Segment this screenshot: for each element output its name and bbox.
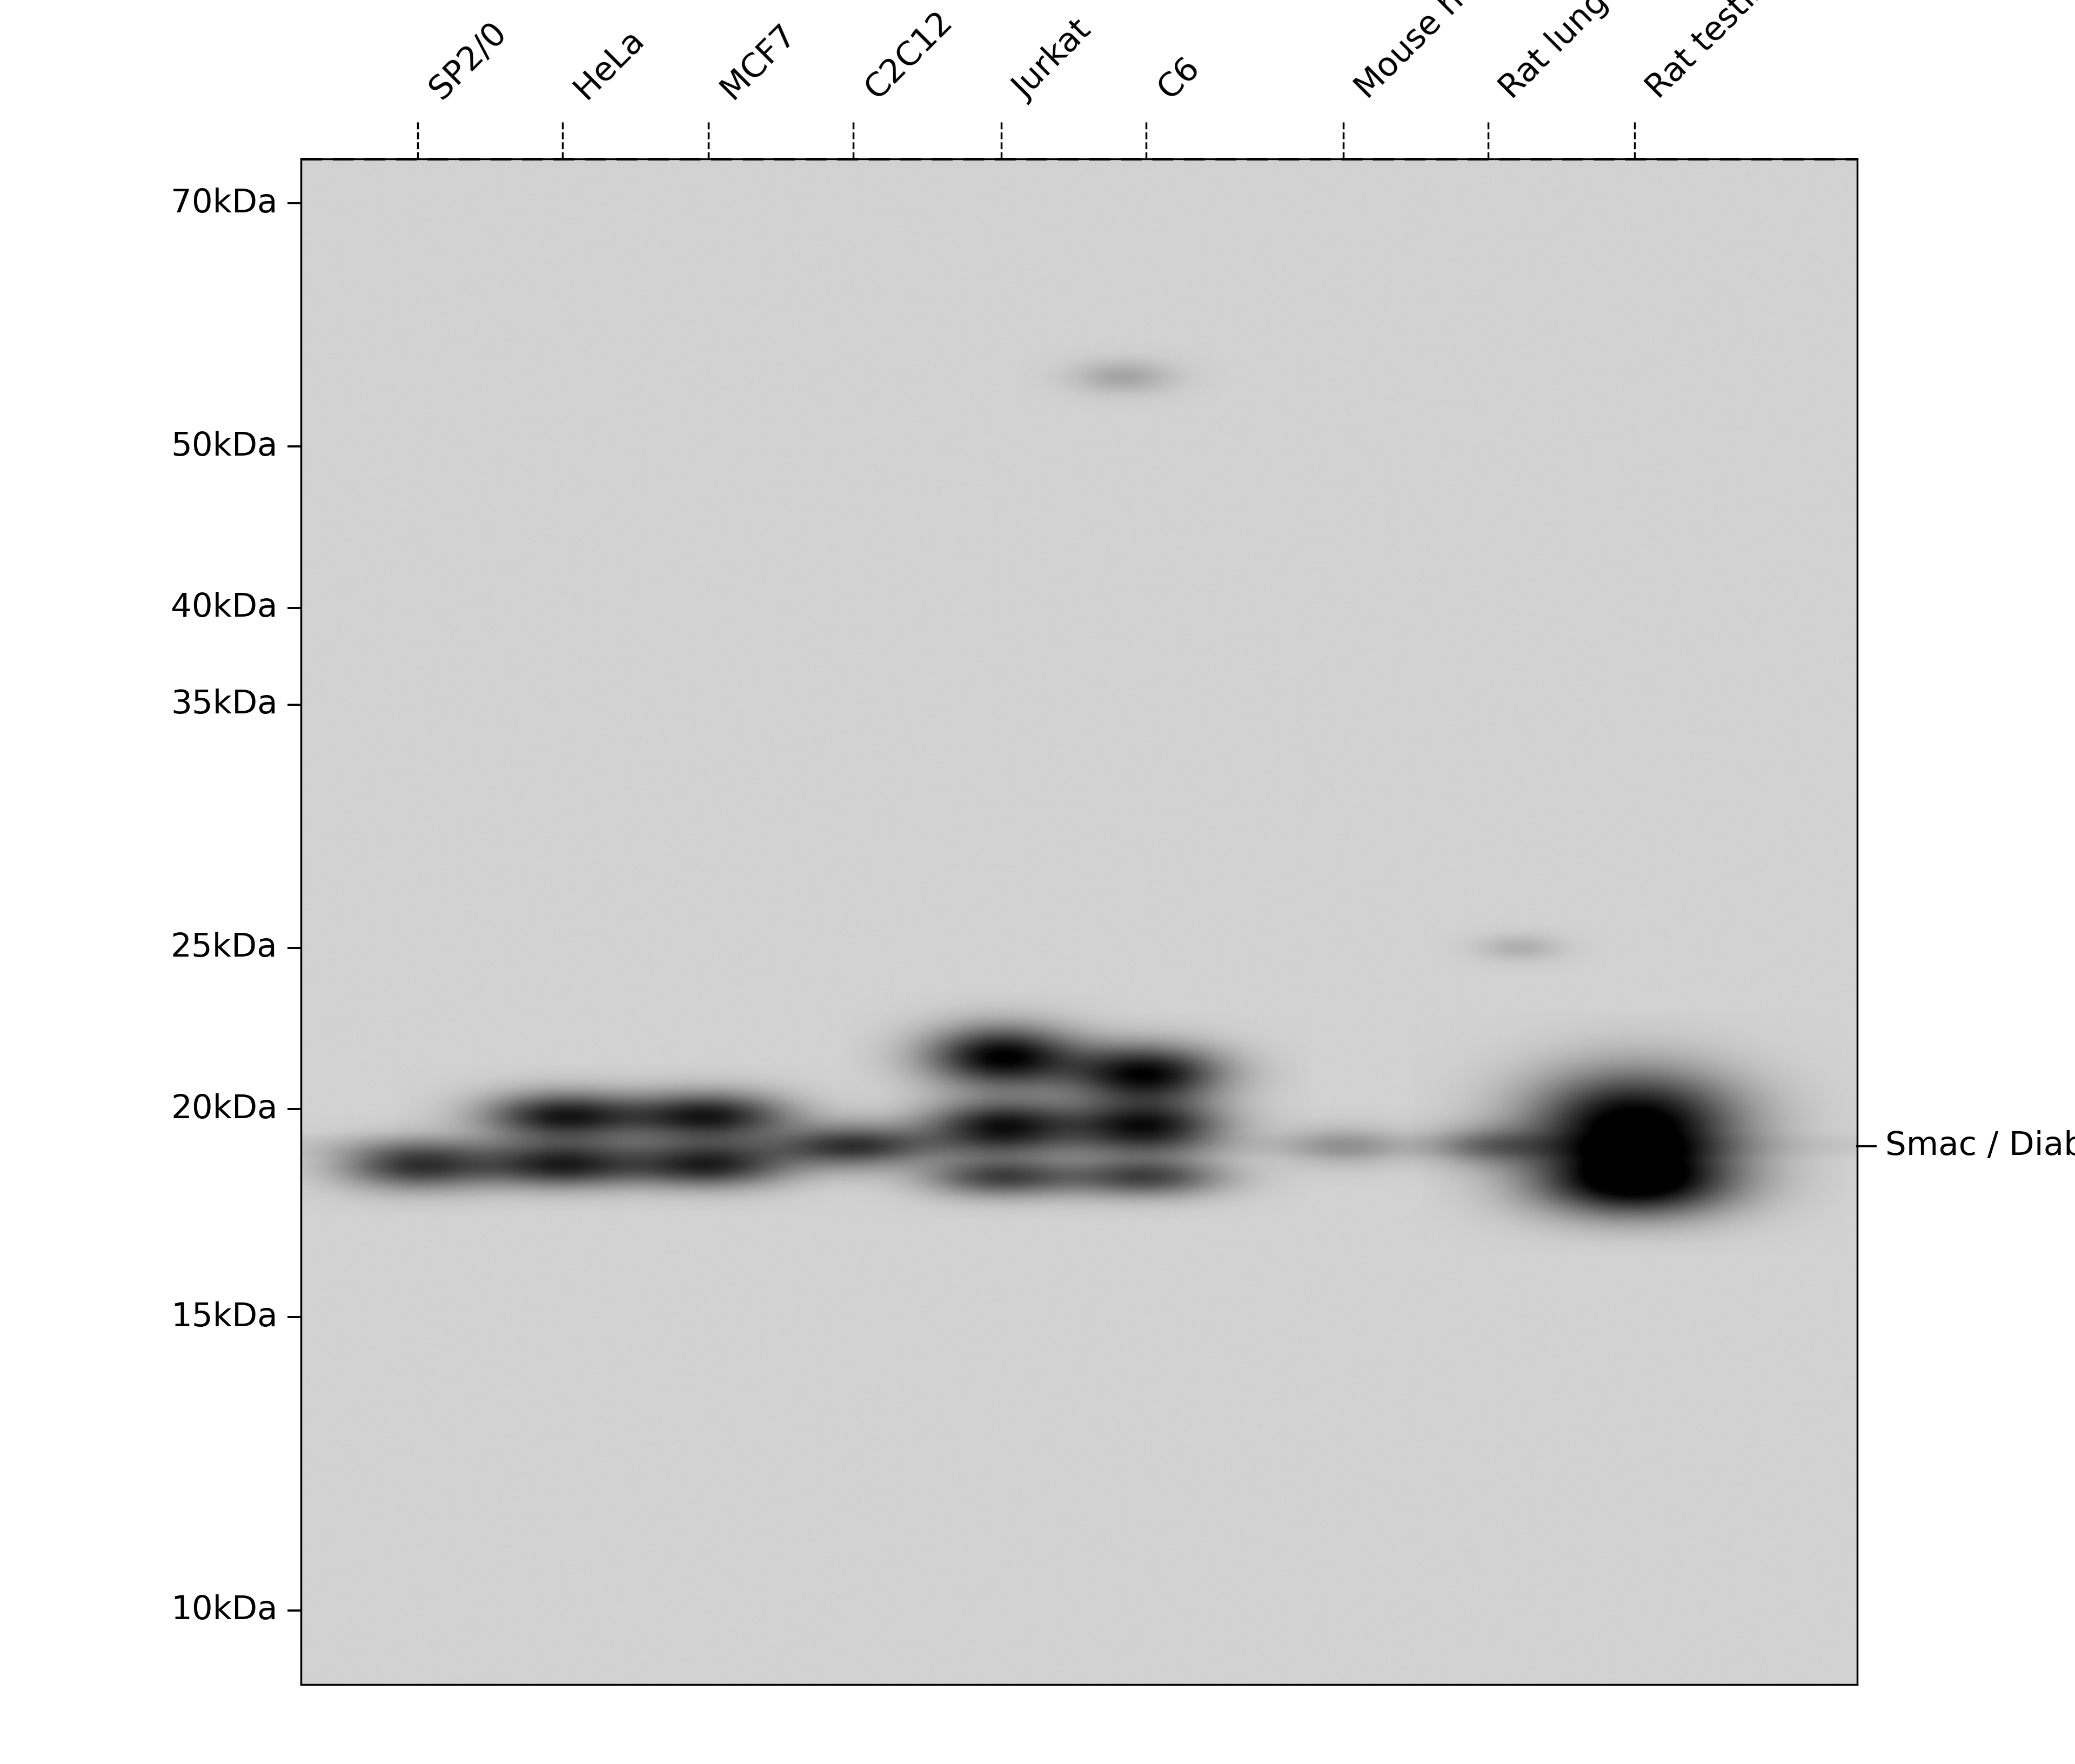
Text: C6: C6 <box>1152 51 1206 106</box>
Text: 40kDa: 40kDa <box>170 593 278 624</box>
Text: MCF7: MCF7 <box>714 18 803 106</box>
Text: 50kDa: 50kDa <box>170 430 278 462</box>
Text: Rat testis: Rat testis <box>1641 0 1774 106</box>
Text: Mouse heart: Mouse heart <box>1349 0 1517 106</box>
Text: 25kDa: 25kDa <box>170 931 278 963</box>
Text: Jurkat: Jurkat <box>1008 14 1098 106</box>
Text: SP2/0: SP2/0 <box>423 16 513 106</box>
Text: HeLa: HeLa <box>569 23 649 106</box>
Text: Smac / Diablo: Smac / Diablo <box>1886 1131 2075 1162</box>
Text: 15kDa: 15kDa <box>170 1302 278 1334</box>
Text: C2C12: C2C12 <box>859 5 959 106</box>
Text: Rat lung: Rat lung <box>1494 0 1614 106</box>
Text: 20kDa: 20kDa <box>170 1094 278 1125</box>
Text: 35kDa: 35kDa <box>170 688 278 720</box>
Text: 10kDa: 10kDa <box>170 1595 278 1626</box>
Text: 70kDa: 70kDa <box>170 187 278 219</box>
